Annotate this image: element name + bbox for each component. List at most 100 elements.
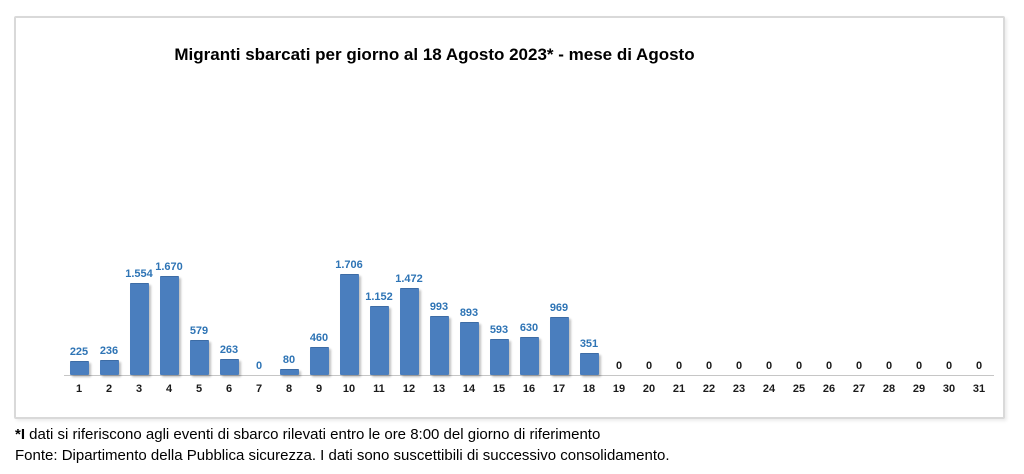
day-label: 15 [492,383,506,395]
day-label: 2 [105,383,113,395]
value-label: 0 [615,360,623,372]
day-label: 25 [792,383,806,395]
bar [519,337,539,375]
bar-column: 593 [484,324,514,375]
chart-frame: Migranti sbarcati per giorno al 18 Agost… [14,16,1005,419]
bar-column: 80 [274,354,304,375]
bar [159,276,179,375]
day-label: 20 [642,383,656,395]
value-label: 579 [189,325,209,337]
day-label: 26 [822,383,836,395]
bar-column: 993 [424,301,454,375]
day-label: 21 [672,383,686,395]
bar-column: 1.706 [334,259,364,375]
bar [399,288,419,375]
bar-column: 0 [694,360,724,375]
value-label: 263 [219,344,239,356]
day-label: 17 [552,383,566,395]
day-label: 16 [522,383,536,395]
value-label: 0 [915,360,923,372]
bar [339,274,359,375]
day-label: 28 [882,383,896,395]
bar-column: 351 [574,338,604,375]
bar [69,361,89,375]
day-label: 19 [612,383,626,395]
bar-column: 0 [814,360,844,375]
bar-column: 0 [874,360,904,375]
value-label: 0 [945,360,953,372]
bar-column: 1.554 [124,268,154,375]
bar [429,316,449,375]
footnote-asterisk-line: *I dati si riferiscono agli eventi di sb… [15,424,670,445]
bar-column: 1.472 [394,273,424,375]
value-label: 236 [99,345,119,357]
bar-column: 1.670 [154,261,184,375]
value-label: 1.670 [155,261,183,273]
value-label: 0 [885,360,893,372]
day-label: 5 [195,383,203,395]
bar [579,353,599,375]
bar-column: 0 [724,360,754,375]
day-label: 14 [462,383,476,395]
value-label: 1.706 [335,259,363,271]
bar-column: 0 [604,360,634,375]
day-label: 8 [285,383,293,395]
chart-title: Migranti sbarcati per giorno al 18 Agost… [174,45,695,64]
value-label: 1.472 [395,273,423,285]
bar [489,339,509,375]
day-label: 12 [402,383,416,395]
bar-column: 0 [754,360,784,375]
plot-area: 225 236 1.554 1.670 579 263 0 80 460 1.706 1.152 1.… [64,259,994,395]
bar [309,347,329,375]
bar [459,322,479,375]
value-label: 0 [825,360,833,372]
value-label: 80 [282,354,296,366]
value-label: 351 [579,338,599,350]
bar-column: 263 [214,344,244,375]
x-axis-labels: 1 2 3 4 5 6 7 8 9 10 11 12 13 14 15 16 17 18 19 20 21 22 23 24 2… [64,376,994,395]
value-label: 0 [975,360,983,372]
bar-column: 0 [784,360,814,375]
value-label: 0 [795,360,803,372]
bar [549,317,569,375]
bar-column: 0 [844,360,874,375]
day-label: 6 [225,383,233,395]
bar-column: 630 [514,322,544,375]
value-label: 630 [519,322,539,334]
value-label: 1.554 [125,268,153,280]
day-label: 30 [942,383,956,395]
day-label: 13 [432,383,446,395]
footnote-asterisk-prefix: *I [15,426,26,443]
day-label: 9 [315,383,323,395]
day-label: 11 [373,383,385,395]
value-label: 0 [735,360,743,372]
bar-column: 225 [64,346,94,375]
value-label: 1.152 [365,291,393,303]
value-label: 0 [645,360,653,372]
day-label: 4 [165,383,173,395]
day-label: 18 [582,383,596,395]
bar-column: 969 [544,302,574,375]
bar-column: 0 [664,360,694,375]
bar [189,340,209,375]
value-label: 460 [309,332,329,344]
day-label: 22 [702,383,716,395]
bar-column: 0 [634,360,664,375]
bar-column: 579 [184,325,214,375]
value-label: 893 [459,307,479,319]
bar-column: 0 [904,360,934,375]
bar-column: 236 [94,345,124,375]
bar-column: 460 [304,332,334,375]
bar-column: 0 [244,360,274,375]
value-label: 593 [489,324,509,336]
value-label: 0 [855,360,863,372]
day-label: 24 [762,383,776,395]
day-label: 7 [255,383,263,395]
bar [129,283,149,375]
bar-column: 893 [454,307,484,375]
value-label: 0 [705,360,713,372]
day-label: 10 [342,383,356,395]
bar-column: 0 [964,360,994,375]
bar-column: 0 [934,360,964,375]
day-label: 1 [75,383,83,395]
